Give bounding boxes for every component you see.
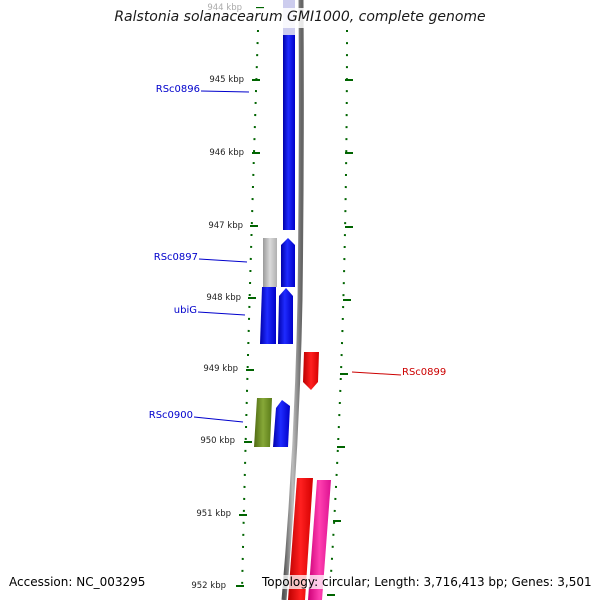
tick-label-945: 945 kbp [209, 75, 244, 85]
gene-pink-bottom[interactable] [308, 480, 331, 600]
gene-red-bottom[interactable] [288, 478, 313, 600]
tick-label-948: 948 kbp [206, 293, 241, 303]
tick-mark-946 [252, 152, 260, 154]
gene-label-rsc0899[interactable]: RSc0899 [402, 367, 447, 378]
genome-title: Ralstonia solanacearum GMI1000, complete… [114, 9, 486, 25]
leader-rsc0899 [351, 371, 402, 376]
leader-ubig [197, 311, 246, 316]
tick-mark-947 [250, 225, 258, 227]
gene-rsc0899[interactable] [303, 352, 319, 390]
gene-label-rsc0900[interactable]: RSc0900 [148, 410, 193, 421]
tick-label-949: 949 kbp [203, 364, 238, 374]
tick-mark-952 [236, 585, 244, 587]
accession-text: Accession: NC_003295 [9, 575, 146, 589]
gene-rsc0897[interactable] [263, 238, 295, 287]
inner-scale-ring [241, 29, 259, 591]
gene-rsc0900[interactable] [254, 398, 290, 447]
tick-mark-945 [252, 79, 260, 81]
gene-label-rsc0897[interactable]: RSc0897 [153, 252, 198, 263]
outer-scale-ring [329, 29, 348, 591]
tick-mark-948 [248, 297, 256, 299]
genome-backbone [281, 0, 304, 600]
tick-mark-949 [246, 369, 254, 371]
tick-mark-950 [244, 441, 252, 443]
tick-label-951: 951 kbp [196, 509, 231, 519]
tick-label-950: 950 kbp [200, 436, 235, 446]
tick-label-952: 952 kbp [191, 581, 226, 591]
tick-marks-outer [327, 79, 353, 596]
gene-rsc0896[interactable] [283, 35, 295, 230]
tick-label-946: 946 kbp [209, 148, 244, 158]
genome-summary-text: Topology: circular; Length: 3,716,413 bp… [262, 575, 592, 589]
tick-label-944: 944 kbp [207, 3, 242, 13]
gene-label-ubig[interactable]: ubiG [173, 305, 197, 316]
leader-rsc0900 [193, 416, 244, 423]
title-backdrop [112, 8, 488, 28]
gene-label-rsc0896[interactable]: RSc0896 [155, 84, 200, 95]
label-leaders [193, 90, 402, 423]
leader-rsc0897 [198, 258, 248, 263]
gene-ubig[interactable] [260, 287, 293, 344]
leader-rsc0896 [200, 90, 250, 93]
tick-label-947: 947 kbp [208, 221, 243, 231]
tick-mark-951 [239, 514, 247, 516]
